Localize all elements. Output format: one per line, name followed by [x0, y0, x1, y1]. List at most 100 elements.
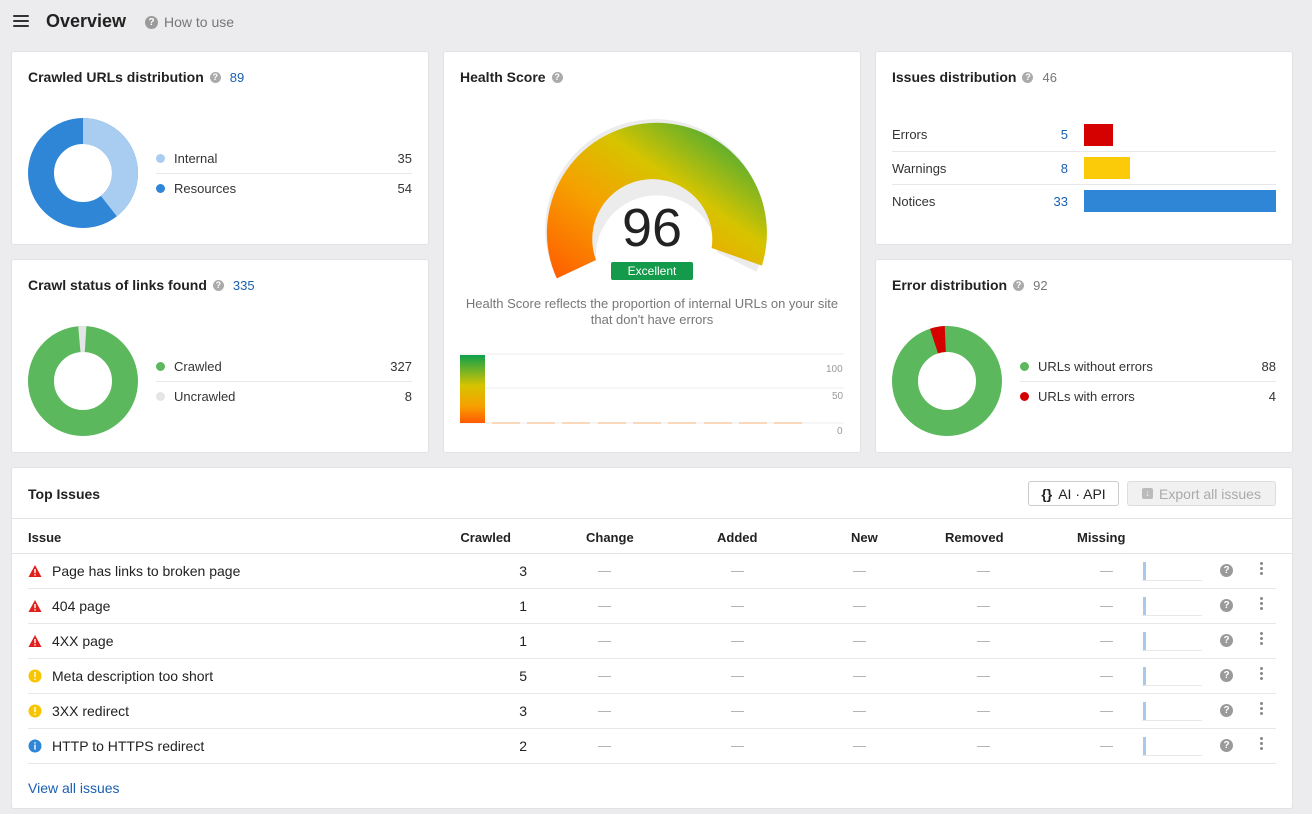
help-icon[interactable]: ? [1220, 739, 1233, 752]
help-icon[interactable]: ? [1220, 564, 1233, 577]
more-options-icon[interactable] [1258, 562, 1264, 578]
ai-api-button[interactable]: {} AI · API [1028, 481, 1119, 506]
help-icon[interactable]: ? [212, 279, 224, 291]
legend-value: 54 [397, 180, 412, 196]
col-new[interactable]: New [851, 530, 878, 545]
view-all-issues-link[interactable]: View all issues [28, 780, 120, 796]
dash-cell: — [977, 668, 990, 683]
more-options-icon[interactable] [1258, 702, 1264, 718]
col-missing[interactable]: Missing [1077, 530, 1126, 545]
ai-api-label: AI · API [1058, 485, 1106, 502]
issue-name[interactable]: Meta description too short [52, 668, 214, 684]
row-value[interactable]: 8 [1060, 160, 1068, 176]
help-icon[interactable]: ? [1022, 71, 1034, 83]
dash-cell: — [598, 633, 611, 648]
error-distribution-legend: URLs without errors 88 URLs with errors 4 [1020, 352, 1276, 410]
legend-item[interactable]: Resources 54 [156, 173, 412, 202]
dash-cell: — [598, 703, 611, 718]
crawl-status-card: Crawl status of links found ? 335 Crawle… [12, 260, 428, 452]
issue-name[interactable]: 404 page [52, 598, 111, 614]
legend-item[interactable]: URLs with errors 4 [1020, 381, 1276, 410]
help-icon[interactable]: ? [1013, 279, 1025, 291]
row-value[interactable]: 33 [1053, 193, 1068, 209]
crawled-count[interactable]: 1 [519, 633, 527, 649]
legend-dot [1020, 391, 1029, 401]
legend-value: 35 [397, 151, 412, 166]
crawled-count[interactable]: 1 [519, 598, 527, 614]
legend-label: Resources [174, 180, 237, 196]
notices-bar [1084, 190, 1276, 212]
legend-item[interactable]: Internal 35 [156, 144, 412, 173]
top-issues-card: Top Issues {} AI · API ↓ Export all issu… [12, 468, 1292, 808]
dash-cell: — [598, 738, 611, 753]
table-row[interactable]: Meta description too short 5 — — — — —? [28, 659, 1276, 694]
dash-cell: — [853, 563, 866, 578]
crawled-count[interactable]: 3 [519, 703, 527, 719]
col-added[interactable]: Added [717, 530, 758, 545]
table-row[interactable]: Page has links to broken page 3 — — — — —? [28, 554, 1276, 589]
issues-row-errors[interactable]: Errors 5 [892, 118, 1276, 151]
health-score-card: Health Score ? 96 Excellent Health Score… [444, 52, 860, 452]
legend-dot [1020, 362, 1029, 371]
table-row[interactable]: 404 page 1 — — — — —? [28, 589, 1276, 624]
help-icon[interactable]: ? [1220, 634, 1233, 647]
more-options-icon[interactable] [1258, 632, 1264, 648]
issue-name[interactable]: 4XX page [52, 633, 114, 649]
legend-label: URLs without errors [1038, 359, 1153, 374]
error-distribution-title: Error distribution [892, 277, 1008, 293]
table-row[interactable]: 3XX redirect 3 — — — — —? [28, 694, 1276, 729]
export-all-issues-button[interactable]: ↓ Export all issues [1127, 481, 1276, 506]
more-options-icon[interactable] [1258, 667, 1264, 683]
dash-cell: — [731, 738, 744, 753]
issues-distribution-count: 46 [1042, 69, 1057, 85]
issue-name[interactable]: Page has links to broken page [52, 563, 241, 579]
bar-track [1084, 157, 1276, 179]
dash-cell: — [598, 563, 611, 578]
issue-name[interactable]: 3XX redirect [52, 703, 130, 719]
row-label: Notices [892, 193, 936, 209]
legend-item[interactable]: Crawled 327 [156, 352, 412, 381]
card-title: Crawl status of links found ? 335 [28, 277, 255, 293]
col-change[interactable]: Change [586, 530, 634, 545]
dash-cell: — [731, 633, 744, 648]
health-score-description: Health Score reflects the proportion of … [465, 296, 839, 327]
legend-item[interactable]: Uncrawled 8 [156, 381, 412, 410]
help-icon[interactable]: ? [551, 71, 563, 83]
issues-row-notices[interactable]: Notices 33 [892, 184, 1276, 217]
crawl-status-count[interactable]: 335 [232, 277, 255, 293]
crawled-count[interactable]: 5 [519, 668, 527, 684]
crawled-count[interactable]: 2 [519, 738, 527, 754]
table-row[interactable]: 4XX page 1 — — — — —? [28, 624, 1276, 659]
col-crawled[interactable]: Crawled [460, 530, 511, 545]
col-issue[interactable]: Issue [28, 530, 62, 545]
col-removed[interactable]: Removed [945, 530, 1004, 545]
help-icon[interactable]: ? [1220, 669, 1233, 682]
help-icon[interactable]: ? [1220, 704, 1233, 717]
card-title: Issues distribution ? 46 [892, 69, 1057, 85]
row-value[interactable]: 5 [1060, 127, 1068, 142]
table-header: Issue Crawled Change Added New Removed M… [12, 518, 1292, 554]
table-row[interactable]: HTTP to HTTPS redirect 2 — — — — —? [28, 729, 1276, 764]
issues-distribution-list: Errors 5 Warnings 8 Notices 33 [892, 118, 1276, 217]
crawled-count[interactable]: 3 [519, 563, 527, 579]
warning-icon [28, 669, 42, 683]
crawled-urls-count[interactable]: 89 [229, 69, 245, 85]
gauge-fill [546, 122, 767, 279]
how-to-use-link[interactable]: ? How to use [145, 14, 234, 30]
health-history-chart [460, 353, 844, 424]
dash-cell: — [731, 598, 744, 613]
more-options-icon[interactable] [1258, 737, 1264, 753]
issue-name[interactable]: HTTP to HTTPS redirect [52, 738, 205, 754]
bar-track [1084, 190, 1276, 212]
menu-icon[interactable] [13, 15, 29, 29]
issues-distribution-title: Issues distribution [892, 69, 1017, 85]
issues-distribution-card: Issues distribution ? 46 Errors 5 Warning… [876, 52, 1292, 244]
missing-sparkline [1142, 596, 1202, 616]
help-icon[interactable]: ? [1220, 599, 1233, 612]
dash-cell: — [977, 703, 990, 718]
legend-item[interactable]: URLs without errors 88 [1020, 352, 1276, 381]
help-icon[interactable]: ? [209, 71, 221, 83]
more-options-icon[interactable] [1258, 597, 1264, 613]
health-score-title: Health Score [460, 69, 546, 85]
issues-row-warnings[interactable]: Warnings 8 [892, 151, 1276, 184]
